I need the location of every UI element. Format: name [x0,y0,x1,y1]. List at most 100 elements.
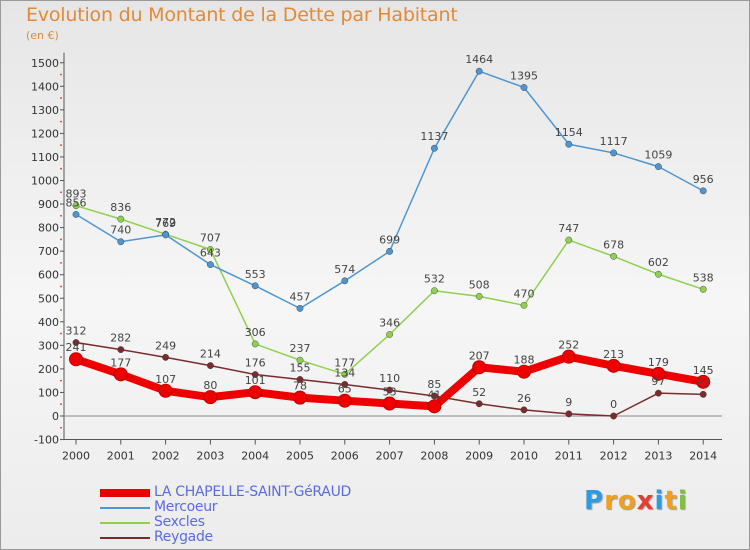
data-label: 214 [200,348,221,361]
series-point-3 [206,362,214,370]
y-tick-label: 200 [38,363,59,376]
data-label: 207 [469,349,490,362]
minor-tick-dot [60,379,62,382]
y-tick-label: 100 [38,386,59,399]
y-tick-label: -100 [34,434,59,447]
data-label: 92 [696,376,710,389]
data-label: 26 [517,392,531,405]
data-label: 740 [110,224,131,237]
data-label: 241 [66,341,87,354]
data-label: 188 [514,354,535,367]
minor-tick-dot [60,262,62,264]
series-point-2 [296,356,304,364]
series-point-0 [382,396,397,411]
data-label: 1117 [600,135,628,148]
data-label: 52 [472,386,486,399]
series-point-2 [475,292,483,300]
series-point-3 [341,381,349,388]
x-tick-label: 2007 [376,450,404,463]
minor-tick-dot [60,309,62,311]
legend-swatch [100,507,150,509]
minor-tick-dot [60,214,62,217]
series-point-1 [565,140,573,148]
data-label: 237 [290,342,311,355]
data-label: 107 [155,373,176,386]
minor-tick-dot [60,332,62,335]
logo-letter: P [584,486,605,516]
logo-letter: i [677,486,688,516]
x-tick-label: 2009 [465,450,493,463]
series-point-1 [520,84,528,91]
minor-tick-dot [60,356,62,358]
data-label: 699 [379,233,400,246]
data-label: 1137 [420,130,448,143]
series-point-3 [520,406,528,414]
data-label: 53 [383,386,397,399]
series-point-2 [386,331,393,338]
data-label: 457 [290,290,311,303]
series-point-0 [293,390,307,405]
x-tick-label: 2014 [689,450,717,463]
data-label: 179 [648,356,669,369]
series-point-0 [158,383,173,398]
data-label: 1154 [555,126,583,139]
series-point-2 [341,370,349,378]
data-label: 643 [200,247,221,260]
data-label: 346 [379,317,400,330]
minor-tick-dot [60,97,62,99]
data-label: 101 [245,374,266,387]
data-label: 772 [155,216,176,229]
legend-label: Sexcles [154,514,205,530]
series-point-2 [699,285,707,293]
series-point-3 [610,412,617,420]
data-label: 1464 [465,53,493,66]
data-label: 836 [110,201,131,214]
series-line-1 [75,70,704,310]
legend-label: LA CHAPELLE-SAINT-GéRAUD [154,484,351,500]
legend-label: Reygade [154,529,213,545]
data-label: 155 [290,361,311,374]
series-point-3 [72,339,80,346]
unit-label: (en €) [26,29,59,42]
y-tick-label: 0 [52,410,59,423]
y-tick-label: 1500 [31,57,59,70]
series-point-2 [565,236,573,244]
series-point-0 [337,393,352,408]
y-tick-label: 700 [38,245,59,258]
series-point-1 [699,187,707,195]
series-point-1 [117,238,125,246]
data-label: 41 [427,388,441,401]
y-tick-label: 600 [38,269,59,282]
data-label: 65 [338,383,352,396]
series-point-1 [206,261,214,268]
y-tick-label: 500 [38,292,59,305]
series-point-2 [251,340,259,348]
data-label: 538 [693,271,714,284]
data-label: 213 [603,348,624,361]
series-point-1 [296,304,304,312]
data-label: 553 [245,268,266,281]
y-tick-label: 400 [38,316,59,329]
series-point-2 [610,252,617,260]
data-label: 707 [200,232,221,245]
x-tick-label: 2001 [107,450,135,463]
proxiti-logo: Proxiti [584,486,688,516]
series-point-3 [565,410,573,418]
data-label: 856 [66,196,87,209]
series-point-1 [341,277,349,285]
x-tick-label: 2013 [644,450,672,463]
series-point-3 [117,346,125,353]
series-point-3 [162,353,170,361]
data-label: 85 [427,378,441,391]
data-label: 78 [293,380,307,393]
series-point-3 [655,389,662,397]
data-label: 252 [558,339,579,352]
data-label: 145 [693,364,714,377]
data-label: 312 [66,325,87,338]
logo-letter: t [664,486,678,516]
data-label: 282 [110,332,131,345]
series-point-0 [472,360,487,375]
series-point-0 [696,374,711,389]
x-tick-label: 2012 [600,450,628,463]
